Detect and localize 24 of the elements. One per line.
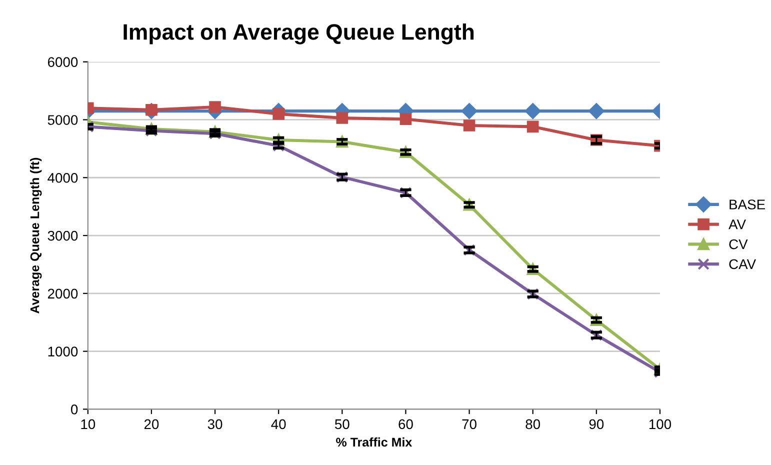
legend-label: CV xyxy=(729,239,748,250)
x-tick-label: 10 xyxy=(81,419,96,430)
x-tick-label: 60 xyxy=(398,419,413,430)
y-tick-label: 6000 xyxy=(48,57,78,68)
x-tick-label: 100 xyxy=(649,419,672,430)
y-tick-label: 0 xyxy=(70,404,78,414)
x-tick-label: 90 xyxy=(589,419,604,430)
y-axis-title: Average Queue Length (ft) xyxy=(30,158,42,314)
y-tick-label: 3000 xyxy=(48,230,78,241)
chart-title: Impact on Average Queue Length xyxy=(124,24,474,44)
x-tick-label: 20 xyxy=(144,419,159,430)
y-tick-label: 1000 xyxy=(48,346,78,356)
legend-label: CAV xyxy=(729,259,756,270)
x-tick-label: 50 xyxy=(334,419,350,430)
legend-label: BASE xyxy=(730,200,765,210)
y-tick-label: 5000 xyxy=(48,115,78,125)
legend-label: AV xyxy=(728,220,746,230)
x-tick-label: 30 xyxy=(208,419,222,430)
x-tick-label: 70 xyxy=(462,419,476,430)
x-tick-label: 40 xyxy=(271,419,286,430)
y-tick-label: 4000 xyxy=(48,172,78,183)
y-tick-label: 2000 xyxy=(48,288,78,299)
x-axis-title: % Traffic Mix xyxy=(336,437,412,447)
x-tick-label: 80 xyxy=(526,419,540,430)
